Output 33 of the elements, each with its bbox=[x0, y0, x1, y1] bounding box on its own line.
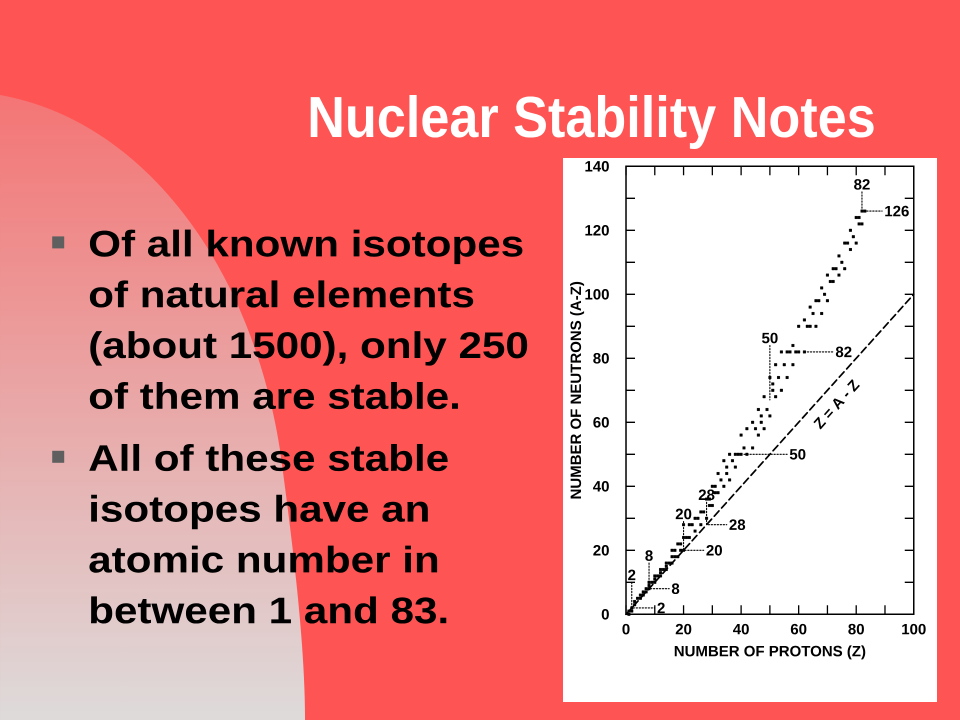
annotation: 20 bbox=[706, 544, 722, 556]
x-tick-label: 100 bbox=[902, 624, 926, 634]
annotation: 50 bbox=[762, 332, 778, 344]
y-tick-label: 60 bbox=[593, 416, 609, 428]
y-tick-label: 100 bbox=[585, 288, 609, 300]
annotation: 8 bbox=[672, 583, 680, 594]
text: Of all known isotopes of natural elements (about 1500), only 250 of them are stable. bbox=[90, 230, 528, 410]
annotation: 8 bbox=[645, 550, 653, 561]
y-tick-label: 80 bbox=[593, 352, 609, 364]
y-tick-label: 120 bbox=[585, 224, 609, 236]
annotation: 20 bbox=[676, 508, 692, 520]
x-tick-label: 80 bbox=[848, 624, 864, 634]
annotation: 28 bbox=[698, 489, 714, 500]
x-tick-label: 60 bbox=[790, 624, 806, 634]
x-tick-label: 0 bbox=[622, 624, 630, 634]
chart-title: Nuclear Stability Notes bbox=[310, 94, 874, 150]
annotation: 82 bbox=[854, 179, 870, 190]
text: All of these stable isotopes have an atomic number in between 1 and 83. bbox=[89, 444, 448, 624]
annotation: 50 bbox=[790, 448, 806, 460]
y-axis-title: NUMBER OF NEUTRONS (A-Z) bbox=[570, 282, 584, 498]
annotation: 82 bbox=[836, 346, 852, 358]
annotation: 2 bbox=[628, 570, 636, 580]
y-tick-label: 20 bbox=[593, 544, 609, 556]
annotation: 28 bbox=[729, 519, 746, 530]
text: Z = A - Z bbox=[813, 379, 860, 430]
x-tick-label: 20 bbox=[676, 624, 692, 634]
annotation: 126 bbox=[885, 206, 909, 216]
x-tick-label: 40 bbox=[733, 624, 749, 634]
y-tick-label: 0 bbox=[602, 608, 609, 620]
x-axis-title: NUMBER OF PROTONS (Z) bbox=[674, 645, 866, 660]
y-tick-label: 140 bbox=[585, 160, 609, 172]
y-tick-label: 40 bbox=[593, 480, 609, 492]
annotation: 2 bbox=[658, 602, 665, 614]
